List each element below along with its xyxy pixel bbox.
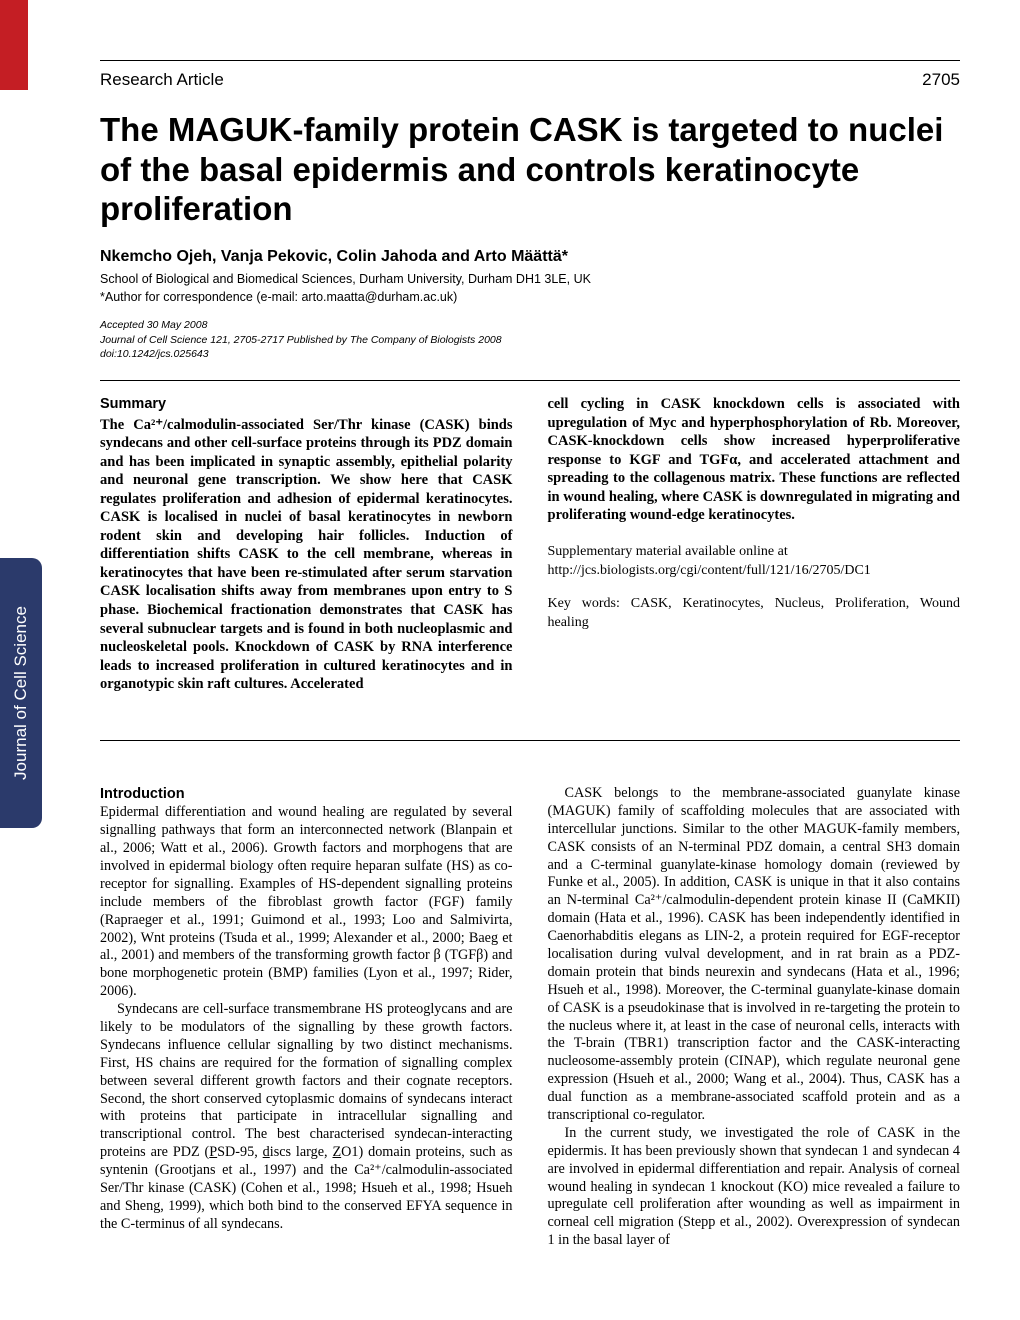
- article-meta: Accepted 30 May 2008 Journal of Cell Sci…: [100, 318, 502, 362]
- section-label: Research Article: [100, 70, 224, 90]
- corner-red-bar: [0, 0, 28, 90]
- supplementary-block: Supplementary material available online …: [548, 543, 961, 581]
- summary-left-col: Summary The Ca²⁺/calmodulin-associated S…: [100, 395, 513, 694]
- supp-line-1: Supplementary material available online …: [548, 543, 961, 562]
- supp-line-2: http://jcs.biologists.org/cgi/content/fu…: [548, 562, 961, 581]
- keywords: Key words: CASK, Keratinocytes, Nucleus,…: [548, 595, 961, 633]
- summary-right-col: cell cycling in CASK knockdown cells is …: [548, 395, 961, 694]
- journal-spine-tab: Journal of Cell Science: [0, 558, 42, 828]
- affiliation: School of Biological and Biomedical Scie…: [100, 271, 591, 306]
- introduction-block: Introduction Epidermal differentiation a…: [100, 785, 960, 1250]
- accepted-line: Accepted 30 May 2008: [100, 318, 502, 333]
- affiliation-line: School of Biological and Biomedical Scie…: [100, 271, 591, 289]
- summary-right-text: cell cycling in CASK knockdown cells is …: [548, 396, 961, 523]
- intro-right-p2: In the current study, we investigated th…: [548, 1125, 961, 1250]
- page-number: 2705: [922, 70, 960, 90]
- journal-spine-text: Journal of Cell Science: [11, 606, 31, 780]
- header-row: Research Article 2705: [100, 70, 960, 90]
- article-title: The MAGUK-family protein CASK is targete…: [100, 110, 960, 229]
- summary-rule-top: [100, 380, 960, 381]
- intro-right-p1: CASK belongs to the membrane-associated …: [548, 785, 961, 1125]
- doi-line: doi:10.1242/jcs.025643: [100, 347, 502, 362]
- summary-heading: Summary: [100, 395, 513, 414]
- correspondence-line: *Author for correspondence (e-mail: arto…: [100, 289, 591, 307]
- intro-left-p1: Epidermal differentiation and wound heal…: [100, 804, 513, 1001]
- intro-right-col: CASK belongs to the membrane-associated …: [548, 785, 961, 1250]
- authors: Nkemcho Ojeh, Vanja Pekovic, Colin Jahod…: [100, 248, 568, 266]
- intro-left-col: Introduction Epidermal differentiation a…: [100, 785, 513, 1250]
- header-rule: [100, 60, 960, 61]
- intro-left-p2: Syndecans are cell-surface transmembrane…: [100, 1001, 513, 1234]
- journal-line: Journal of Cell Science 121, 2705-2717 P…: [100, 333, 502, 348]
- summary-left-text: The Ca²⁺/calmodulin-associated Ser/Thr k…: [100, 417, 513, 693]
- intro-heading: Introduction: [100, 785, 513, 803]
- summary-block: Summary The Ca²⁺/calmodulin-associated S…: [100, 395, 960, 694]
- summary-rule-bot: [100, 740, 960, 741]
